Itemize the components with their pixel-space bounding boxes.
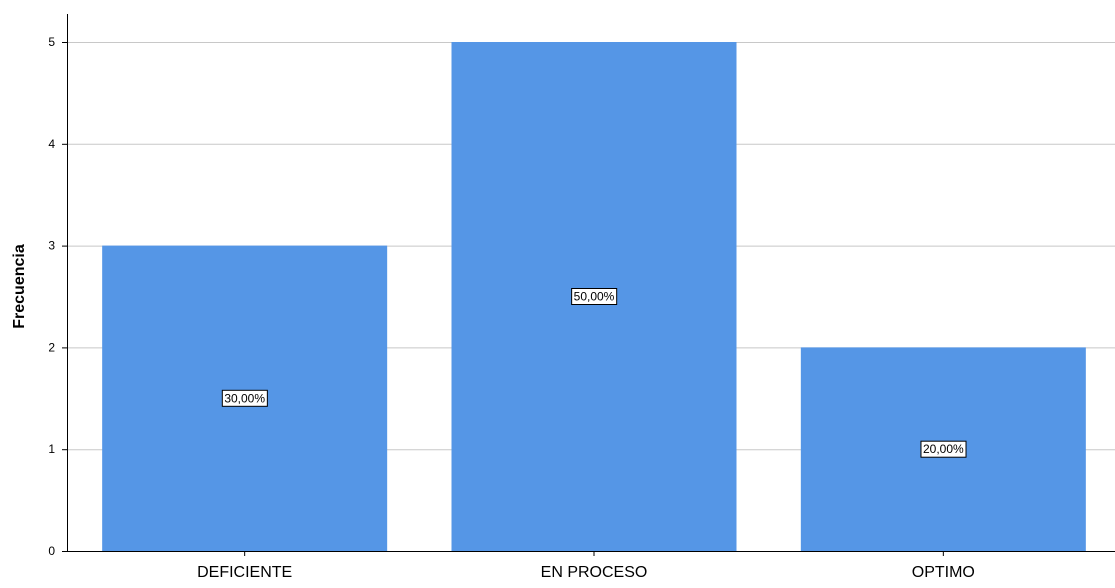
data-label-text: 50,00%	[574, 290, 615, 304]
y-tick-label: 5	[48, 35, 55, 49]
data-label: 30,00%	[221, 389, 268, 407]
x-tick-label: OPTIMO	[912, 564, 975, 581]
data-label: 50,00%	[571, 288, 618, 305]
y-tick-label: 0	[48, 544, 55, 558]
x-tick-label: EN PROCESO	[541, 564, 648, 581]
x-tick-label: DEFICIENTE	[197, 564, 292, 581]
data-label-text: 30,00%	[224, 391, 265, 405]
y-tick-labels: 0 1 2 3 4 5	[48, 35, 67, 558]
axes	[67, 14, 1115, 552]
y-axis-label: Frecuencia	[11, 244, 28, 329]
data-label: 20,00%	[920, 440, 967, 458]
y-tick-label: 4	[48, 137, 55, 151]
y-tick-label: 3	[48, 239, 55, 253]
data-label-text: 20,00%	[923, 442, 964, 456]
y-tick-label: 2	[48, 340, 55, 354]
x-tick-labels: DEFICIENTE EN PROCESO OPTIMO	[197, 551, 975, 581]
data-label-box	[221, 389, 268, 407]
data-label-box	[920, 440, 967, 458]
data-labels: 30,00% 50,00% 20,00%	[221, 288, 967, 458]
y-tick-label: 1	[48, 442, 55, 456]
data-label-box	[571, 288, 618, 305]
